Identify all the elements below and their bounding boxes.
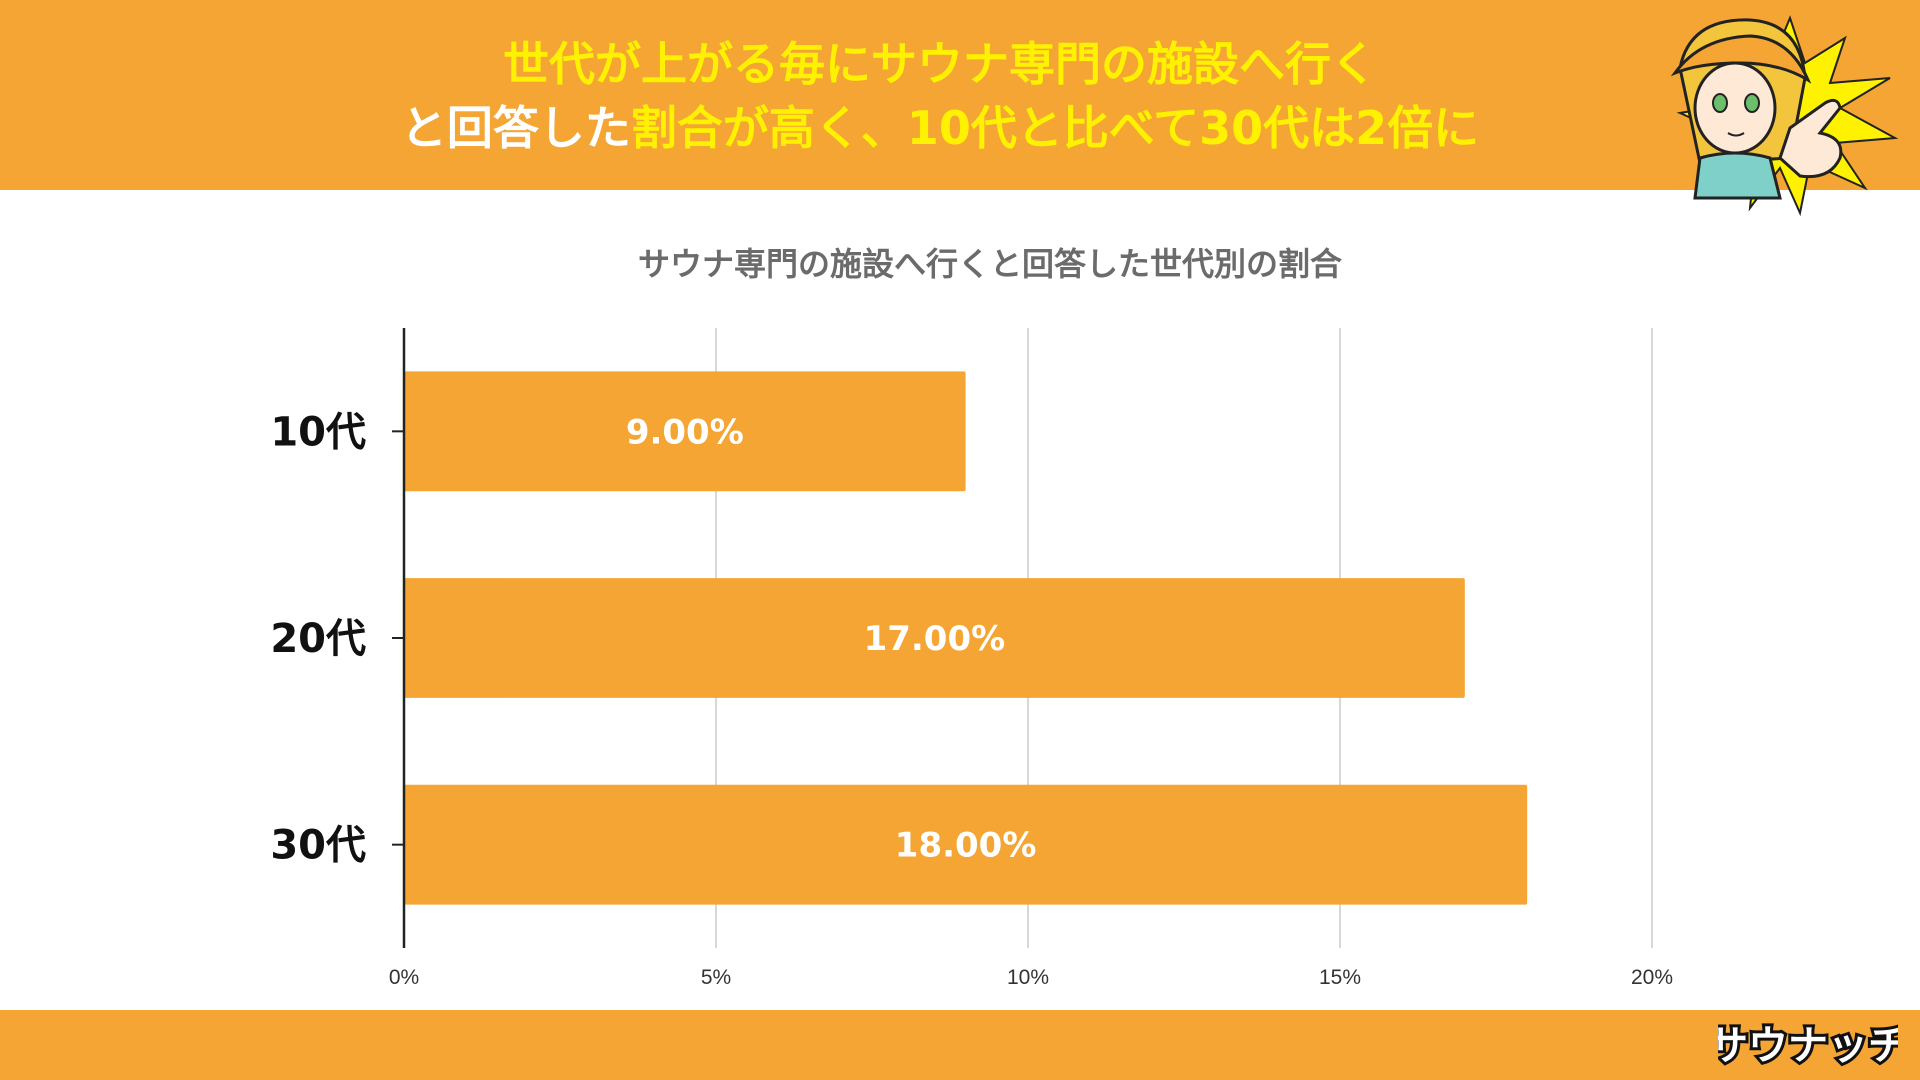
category-label: 10代	[270, 409, 366, 455]
header-banner: 世代が上がる毎にサウナ専門の施設へ行く と回答した割合が高く、10代と比べて30…	[0, 0, 1920, 190]
x-tick-label: 20%	[1631, 966, 1673, 989]
bar-data-label: 9.00%	[626, 412, 744, 452]
bar-data-label: 17.00%	[864, 619, 1006, 659]
x-tick-label: 0%	[389, 966, 419, 989]
bar-data-label: 18.00%	[895, 826, 1037, 866]
x-tick-label: 15%	[1319, 966, 1361, 989]
saunatch-logo-text: サウナッチ	[1718, 1023, 1898, 1069]
bars	[404, 371, 1528, 905]
chart-title: サウナ専門の施設へ行くと回答した世代別の割合	[638, 245, 1342, 283]
headline-line2-highlight: 割合が高く、10代と比べて30代は2倍に	[630, 101, 1480, 155]
axes	[392, 328, 406, 948]
headline-line2-prefix: と回答した	[400, 101, 631, 155]
footer-banner	[0, 1010, 1920, 1080]
bar-2	[404, 578, 1465, 698]
bar-3	[404, 784, 1528, 905]
bar-1	[404, 371, 966, 492]
mascot-pointing-character-icon	[1670, 15, 1899, 217]
x-tick-label: 10%	[1007, 966, 1049, 989]
headline-line1: 世代が上がる毎にサウナ専門の施設へ行く	[503, 37, 1377, 91]
labels: 0% 5% 10% 15% 20% 9.00% 10代 17.00% 20代 18.00% 30代	[270, 409, 1673, 989]
category-label: 30代	[270, 823, 366, 869]
headline-line2: と回答した割合が高く、10代と比べて30代は2倍に	[0, 98, 1880, 158]
category-label: 20代	[270, 616, 366, 662]
x-tick-label: 5%	[701, 966, 731, 989]
saunatch-logo-icon: サウナッチ	[1718, 1020, 1898, 1072]
